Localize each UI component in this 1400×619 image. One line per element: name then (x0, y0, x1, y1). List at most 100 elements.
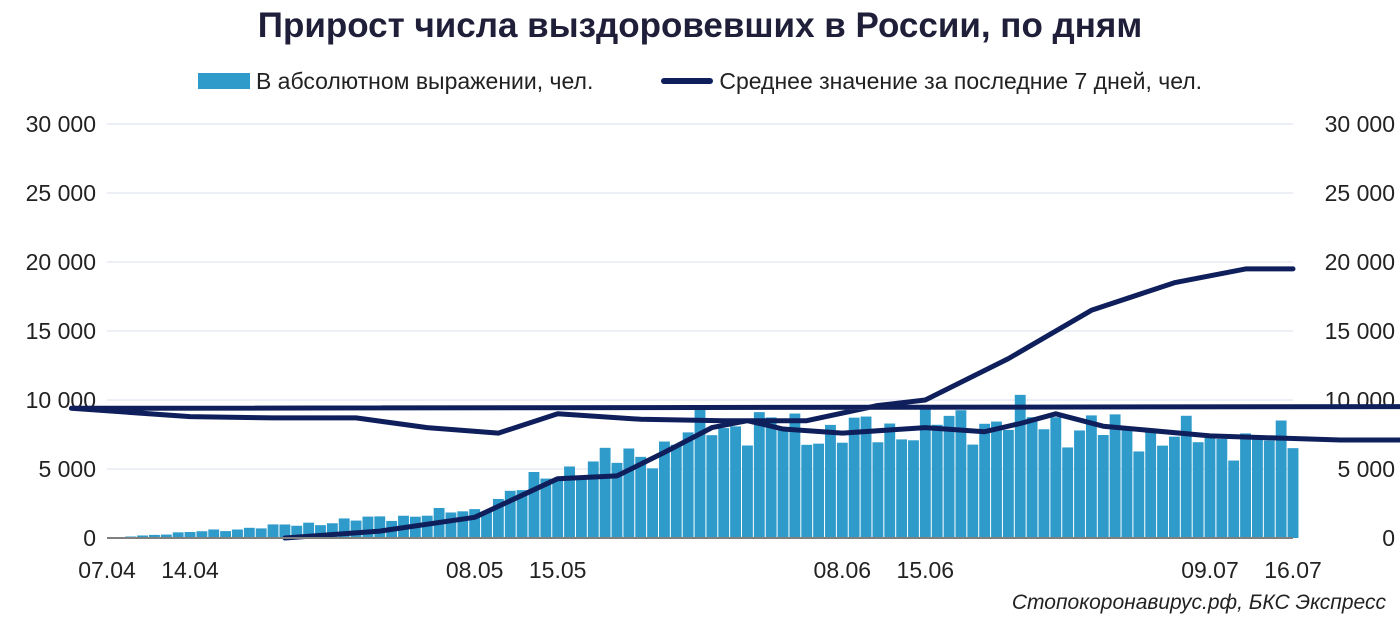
bar (825, 424, 836, 538)
bar (718, 428, 730, 538)
bar (1121, 430, 1133, 538)
bar (670, 444, 682, 538)
bar (160, 534, 172, 538)
legend-swatch-bars (197, 73, 250, 89)
bar (326, 523, 338, 538)
bar (303, 522, 315, 538)
x-tick-label: 07.04 (78, 557, 136, 583)
bar (540, 478, 552, 538)
bar (469, 509, 481, 538)
bar (742, 445, 753, 538)
bar (291, 525, 303, 538)
y-tick-label-right: 15 000 (1325, 318, 1395, 344)
y-tick-label-right: 30 000 (1325, 111, 1395, 137)
bar (647, 468, 658, 538)
bar (1204, 434, 1216, 538)
bar (1050, 417, 1062, 538)
bar (658, 441, 670, 538)
bar (979, 423, 991, 538)
bar (765, 417, 777, 538)
bar (338, 518, 350, 538)
bar (445, 512, 457, 538)
bar (1133, 451, 1145, 538)
bar (1263, 440, 1275, 538)
bar (1287, 448, 1299, 538)
bar (374, 516, 386, 538)
y-tick-label-left: 25 000 (26, 180, 96, 206)
bar (504, 490, 516, 538)
chart-title: Прирост числа выздоровевших в России, по… (257, 6, 1143, 45)
bar (908, 440, 919, 538)
bar (1014, 394, 1026, 538)
bar (1002, 429, 1014, 538)
bar (564, 466, 575, 538)
y-tick-label-left: 20 000 (26, 249, 96, 275)
bar (552, 480, 564, 538)
bar (516, 490, 528, 538)
bar (694, 408, 706, 538)
bar (1109, 414, 1121, 538)
bar (279, 524, 291, 538)
legend-label-bars: В абсолютном выражении, чел. (255, 67, 594, 94)
bar (575, 477, 587, 538)
bar (1192, 442, 1204, 538)
bar (196, 531, 208, 538)
source-note: Стопокоронавирус.рф, БКС Экспресс (1011, 591, 1386, 614)
legend-swatch-line (661, 78, 714, 84)
bar (777, 429, 789, 538)
bar (1038, 429, 1050, 538)
bar (872, 442, 884, 538)
bar (801, 444, 813, 538)
y-tick-label-left: 15 000 (26, 318, 96, 344)
bar (955, 410, 967, 538)
bar (931, 424, 943, 538)
x-tick-label: 08.06 (814, 557, 872, 583)
bar (1145, 430, 1157, 538)
legend: В абсолютном выражении, чел. Среднее зна… (0, 64, 1400, 98)
bar (481, 512, 492, 538)
bar (813, 443, 825, 538)
bar (243, 527, 255, 538)
bar (1097, 435, 1109, 538)
bar (1085, 415, 1097, 538)
legend-label-line: Среднее значение за последние 7 дней, че… (719, 67, 1203, 94)
bar (884, 423, 896, 538)
bar (172, 532, 184, 538)
y-tick-label-right: 20 000 (1325, 249, 1395, 275)
x-tick-label: 15.06 (897, 557, 955, 583)
y-tick-label-left: 5 000 (38, 456, 96, 482)
y-tick-label-right: 25 000 (1325, 180, 1395, 206)
bar (967, 444, 979, 538)
bar (492, 498, 504, 538)
bar (267, 524, 279, 538)
bar (421, 515, 433, 538)
bar (1026, 417, 1038, 538)
bar (1275, 420, 1287, 538)
bar (457, 511, 469, 538)
bar (1157, 445, 1168, 538)
bar (1216, 438, 1228, 538)
bar (137, 535, 149, 538)
y-tick-label-right: 0 (1382, 525, 1395, 551)
legend-item-bars: В абсолютном выражении, чел. (197, 67, 594, 95)
bar (1168, 436, 1180, 538)
legend-item-line: Среднее значение за последние 7 дней, че… (661, 68, 1202, 95)
x-tick-label: 08.05 (446, 557, 504, 583)
bar (1228, 460, 1240, 538)
bar (860, 416, 872, 538)
bar (255, 528, 267, 538)
bar (848, 417, 860, 538)
bar (730, 426, 742, 538)
bar (789, 413, 801, 538)
bar (635, 456, 647, 538)
bar (1180, 415, 1192, 538)
bar (919, 406, 931, 538)
bar (1251, 436, 1263, 538)
bar (587, 461, 599, 538)
bar (208, 529, 220, 538)
bar (232, 529, 243, 538)
bar (362, 516, 374, 538)
x-tick-label: 09.07 (1181, 557, 1239, 583)
y-tick-label-right: 5 000 (1337, 456, 1395, 482)
